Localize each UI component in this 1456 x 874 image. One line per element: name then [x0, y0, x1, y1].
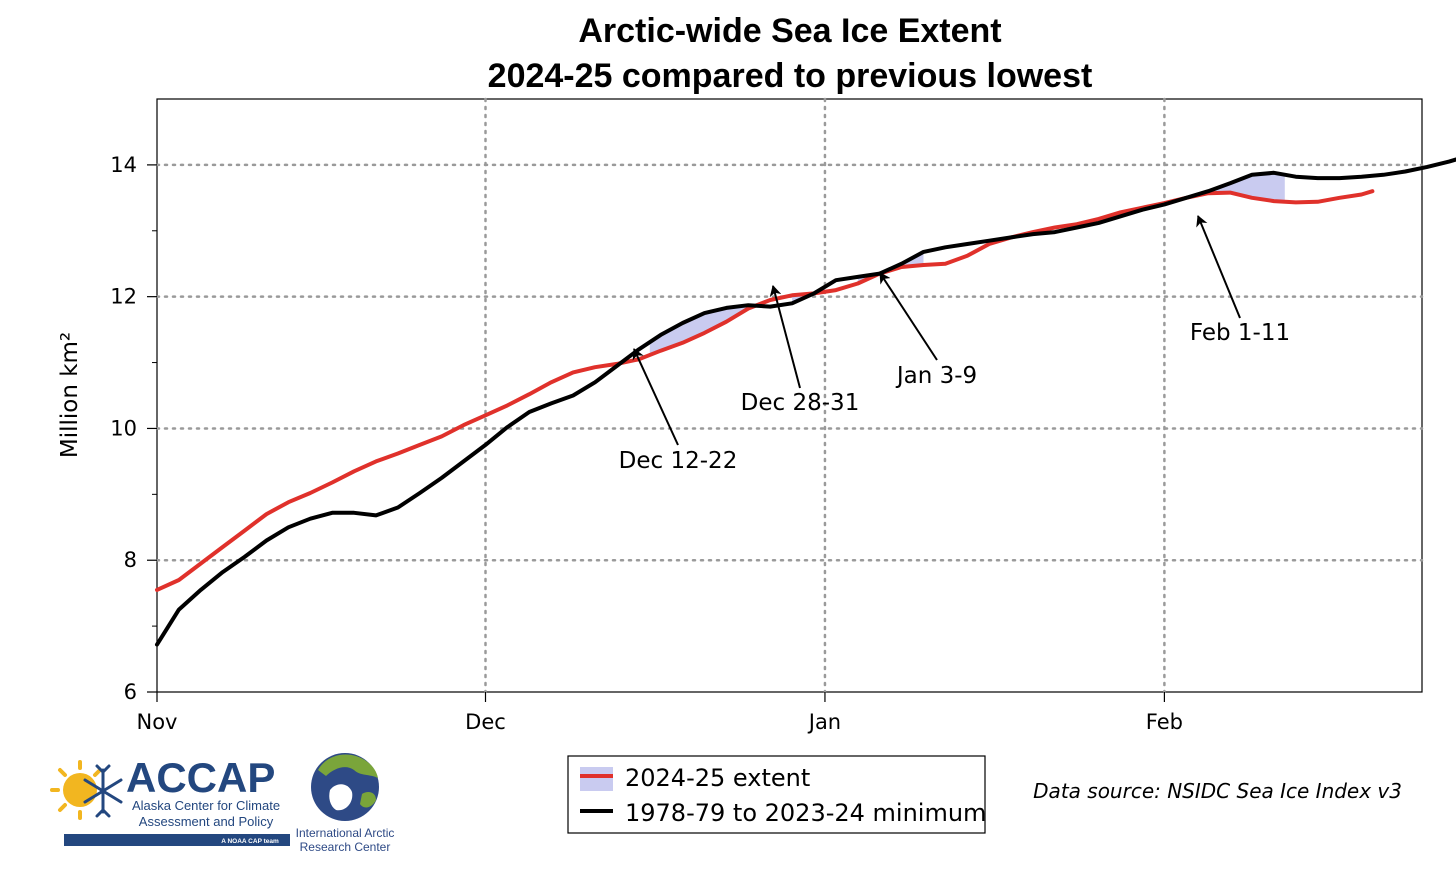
annotation-arrow-jan-3-9	[879, 272, 938, 361]
iarc-logo: International Arctic Research Center	[296, 753, 395, 854]
annotations: Dec 12-22 Dec 28-31 Jan 3-9 Feb 1-11	[619, 215, 1290, 474]
accap-line-1: Alaska Center for Climate	[132, 798, 280, 813]
iarc-line-1: International Arctic	[296, 826, 395, 840]
accap-logo: ACCAP Alaska Center for Climate Assessme…	[50, 754, 290, 846]
annotation-arrow-dec-28-31	[769, 285, 801, 389]
accap-line-2: Assessment and Policy	[139, 814, 274, 829]
y-axis-label: Million km²	[57, 332, 83, 458]
accap-tagline-bar	[64, 834, 290, 846]
annotation-feb-1-11: Feb 1-11	[1190, 320, 1290, 346]
legend-label-minimum: 1978-79 to 2023-24 minimum	[625, 799, 986, 827]
annotation-dec-12-22: Dec 12-22	[619, 448, 738, 474]
ytick-label-6: 6	[124, 680, 137, 704]
sun-icon	[50, 760, 102, 820]
chart-title: Arctic-wide Sea Ice Extent	[578, 12, 1001, 50]
snowflake-icon	[83, 764, 123, 818]
ytick-label-10: 10	[110, 416, 137, 440]
annotation-dec-28-31: Dec 28-31	[741, 390, 860, 416]
annotation-arrow-feb-1-11	[1196, 215, 1241, 319]
iarc-line-2: Research Center	[300, 840, 391, 854]
xtick-label-nov: Nov	[137, 710, 178, 734]
legend-label-2024-25: 2024-25 extent	[625, 764, 810, 792]
series-line-record-minimum	[155, 157, 1456, 647]
annotation-arrow-dec-12-22	[632, 348, 679, 446]
annotation-jan-3-9: Jan 3-9	[895, 363, 977, 389]
accap-wordmark: ACCAP	[126, 754, 275, 801]
xtick-label-feb: Feb	[1146, 710, 1183, 734]
data-source: Data source: NSIDC Sea Ice Index v3	[1033, 779, 1402, 803]
legend-swatch-fill	[580, 767, 613, 791]
y-axis-ticks: 6 8 10 12 14	[110, 153, 157, 704]
plot-frame	[156, 98, 1423, 693]
globe-icon	[311, 753, 379, 821]
ytick-label-14: 14	[110, 153, 137, 177]
ytick-label-12: 12	[110, 285, 137, 309]
chart-subtitle: 2024-25 compared to previous lowest	[488, 57, 1093, 95]
ytick-label-8: 8	[124, 548, 137, 572]
xtick-label-jan: Jan	[807, 710, 841, 734]
legend-box	[567, 755, 986, 834]
x-axis-ticks: Nov Dec Jan Feb	[137, 692, 1183, 734]
shaded-region-4	[1175, 172, 1285, 202]
legend: 2024-25 extent 1978-79 to 2023-24 minimu…	[567, 755, 986, 834]
xtick-label-dec: Dec	[465, 710, 506, 734]
series-lines	[155, 157, 1456, 647]
accap-tagline: A NOAA CAP team	[221, 838, 279, 845]
